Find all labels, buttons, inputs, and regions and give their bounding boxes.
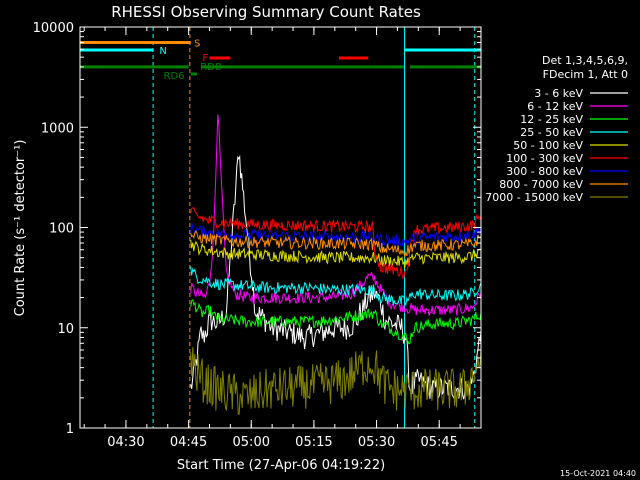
flag-label-rd6: RD6	[164, 71, 185, 82]
series-line-4	[190, 239, 482, 269]
flag-label-rd8: RD8	[200, 62, 221, 73]
footer-timestamp: 15-Oct-2021 04:40	[560, 469, 636, 478]
series-line-8	[190, 347, 482, 415]
series-line-2	[190, 298, 482, 345]
x-axis-label: Start Time (27-Apr-06 04:19:22)	[177, 458, 385, 473]
y-tick-label-4: 10000	[33, 21, 74, 36]
x-tick-label-0: 04:30	[107, 435, 144, 450]
y-axis-label: Count Rate (s⁻¹ detector⁻¹)	[13, 140, 28, 317]
flag-label-f: F	[202, 53, 208, 64]
legend: Det 1,3,4,5,6,9, FDecim 1, Att 0 3 - 6 k…	[485, 54, 628, 204]
flag-label-s: S	[194, 39, 200, 50]
legend-header-line-2: FDecim 1, Att 0	[543, 68, 628, 81]
legend-label-3: 25 - 50 keV	[520, 126, 583, 139]
legend-label-1: 6 - 12 keV	[527, 100, 583, 113]
series-line-5	[190, 207, 482, 280]
flag-label-n: N	[159, 46, 166, 57]
series-line-0	[190, 154, 482, 400]
plot-area: S N F RD6 RD8	[79, 27, 482, 428]
series-line-1	[190, 114, 482, 316]
y-tick-label-3: 1000	[41, 121, 74, 136]
legend-label-0: 3 - 6 keV	[534, 87, 583, 100]
legend-label-4: 50 - 100 keV	[513, 139, 583, 152]
legend-label-8: 7000 - 15000 keV	[485, 191, 583, 204]
series-line-3	[190, 266, 482, 307]
chart-title: RHESSI Observing Summary Count Rates	[111, 3, 421, 21]
legend-label-5: 100 - 300 keV	[506, 152, 583, 165]
series-line-6	[190, 222, 482, 248]
legend-label-6: 300 - 800 keV	[506, 165, 583, 178]
x-tick-label-4: 05:30	[358, 435, 395, 450]
legend-label-2: 12 - 25 keV	[520, 113, 583, 126]
x-tick-label-2: 05:00	[233, 435, 270, 450]
y-tick-label-0: 1	[66, 422, 74, 437]
series-line-7	[190, 229, 482, 257]
x-tick-label-5: 05:45	[420, 435, 457, 450]
y-tick-label-1: 10	[57, 322, 74, 337]
axes: 04:30 04:45 05:00 05:15 05:30 05:45 1 10 100 1000…	[33, 21, 481, 450]
y-tick-label-2: 100	[49, 222, 74, 237]
x-tick-label-1: 04:45	[170, 435, 207, 450]
legend-label-7: 800 - 7000 keV	[499, 178, 583, 191]
x-tick-label-3: 05:15	[295, 435, 332, 450]
legend-header-line-1: Det 1,3,4,5,6,9,	[542, 54, 628, 67]
